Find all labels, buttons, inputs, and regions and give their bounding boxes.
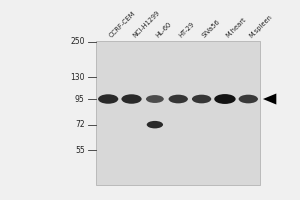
Text: HL-60: HL-60 <box>155 21 173 39</box>
Text: M.heart: M.heart <box>225 16 247 39</box>
Ellipse shape <box>146 95 164 103</box>
Ellipse shape <box>98 94 118 104</box>
Text: NCI-H1299: NCI-H1299 <box>131 10 161 39</box>
Ellipse shape <box>122 94 142 104</box>
Polygon shape <box>263 93 276 105</box>
Text: 250: 250 <box>70 37 85 46</box>
Bar <box>97 41 260 185</box>
Ellipse shape <box>192 95 211 103</box>
Text: 95: 95 <box>75 95 85 104</box>
Text: CCRF-CEM: CCRF-CEM <box>108 10 137 39</box>
Text: 130: 130 <box>70 73 85 82</box>
Text: SiVa56: SiVa56 <box>202 19 222 39</box>
Ellipse shape <box>238 95 258 103</box>
Ellipse shape <box>147 121 163 128</box>
Text: 72: 72 <box>75 120 85 129</box>
Text: M.spleen: M.spleen <box>248 13 274 39</box>
Text: 55: 55 <box>75 146 85 155</box>
Text: HT-29: HT-29 <box>178 21 196 39</box>
Ellipse shape <box>214 94 236 104</box>
Ellipse shape <box>169 95 188 103</box>
